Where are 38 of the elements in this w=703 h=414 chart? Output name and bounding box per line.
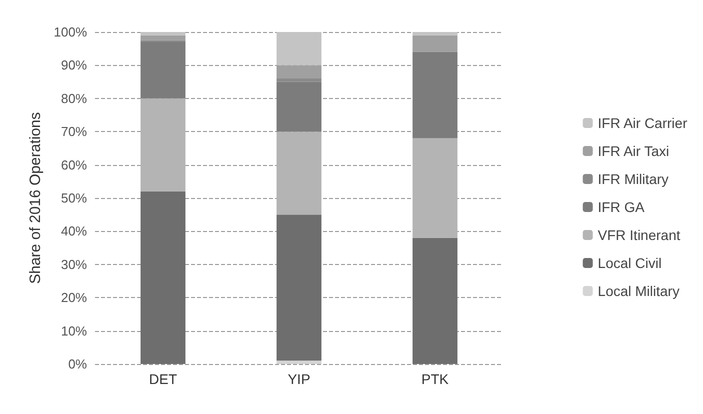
bar: [276, 32, 322, 66]
bar: [276, 82, 322, 132]
y-tick-label: 80%: [60, 90, 88, 106]
bar: [276, 78, 322, 82]
y-tick-label: 0%: [68, 356, 88, 372]
bar: [276, 132, 322, 215]
y-tick-label: 90%: [60, 58, 88, 73]
y-tick-label: 20%: [60, 290, 88, 306]
y-tick-label: 60%: [60, 157, 88, 172]
legend-label: IFR Air Taxi: [598, 143, 670, 159]
bar: [140, 32, 186, 36]
y-tick-label: 30%: [60, 256, 88, 272]
bar: [412, 52, 458, 138]
y-tick-label: 100%: [54, 24, 88, 40]
bar: [412, 32, 458, 36]
legend-label: IFR Military: [598, 171, 669, 187]
y-tick-label: 70%: [60, 124, 88, 140]
bar: [140, 35, 186, 40]
x-tick-label: DET: [149, 371, 178, 387]
y-tick-label: 40%: [60, 224, 88, 239]
bar: [276, 360, 322, 364]
legend-label: Local Military: [598, 283, 680, 299]
legend-label: IFR GA: [598, 199, 646, 215]
bar: [140, 42, 186, 98]
y-tick-label: 10%: [60, 323, 88, 338]
bar: [412, 35, 458, 52]
bar: [412, 238, 458, 364]
bar: [140, 98, 186, 192]
x-tick-label: PTK: [421, 371, 450, 387]
bar: [140, 191, 186, 364]
y-tick-label: 50%: [60, 190, 88, 206]
bar: [412, 138, 458, 238]
x-tick-label: YIP: [288, 371, 310, 387]
y-axis-title: Share of 2016 Operations: [26, 112, 44, 284]
bar: [276, 214, 322, 361]
legend-label: VFR Itinerant: [598, 227, 680, 243]
legend-label: Local Civil: [598, 255, 662, 271]
legend-label: IFR Air Carrier: [598, 115, 688, 131]
